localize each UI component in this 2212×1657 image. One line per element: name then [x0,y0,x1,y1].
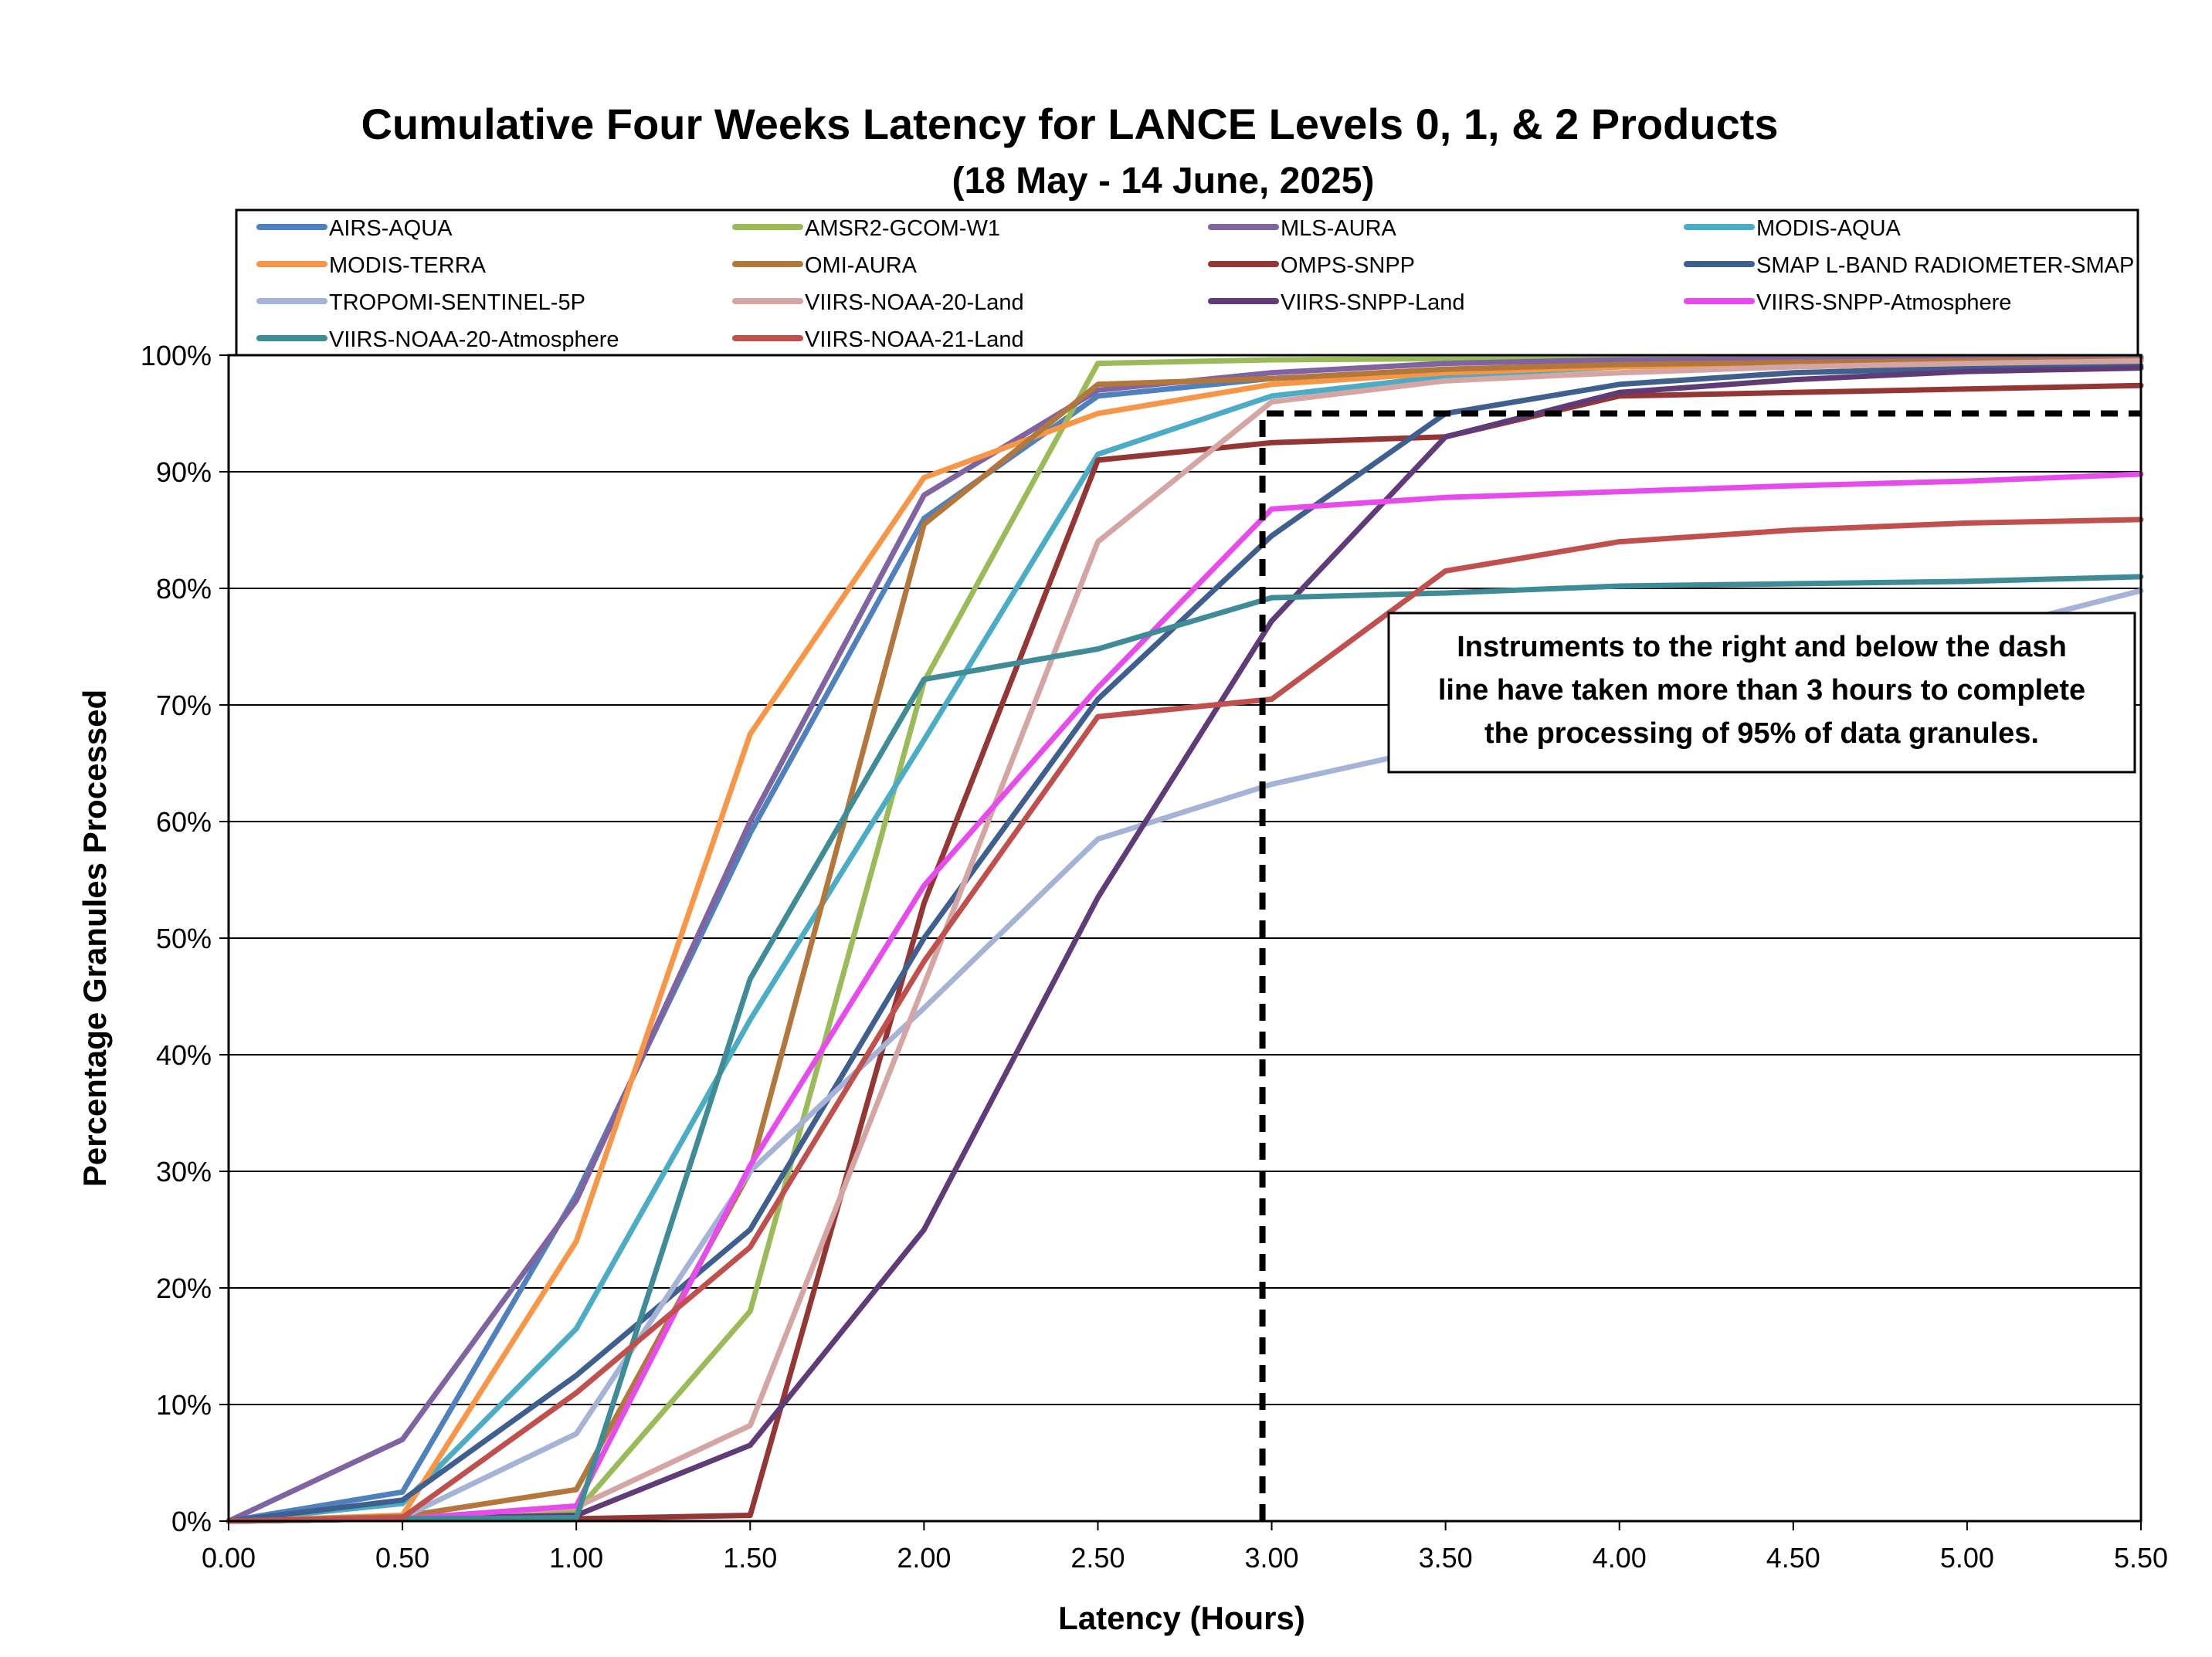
x-tick-label: 3.00 [1245,1542,1299,1574]
series-line-modis-terra [226,357,2144,1524]
y-tick-label: 50% [156,923,212,954]
series-line-omi-aura [226,357,2144,1524]
chart-title: Cumulative Four Weeks Latency for LANCE … [361,100,1778,148]
x-tick-label: 3.50 [1419,1542,1473,1574]
series-line-viirs-noaa-20-land [226,358,2144,1524]
series-line-mls-aura [226,354,2144,1524]
y-tick-label: 70% [156,690,212,721]
legend-label-modis-terra: MODIS-TERRA [329,253,487,278]
x-tick-label: 1.00 [549,1542,603,1574]
legend-label-omps-snpp: OMPS-SNPP [1281,253,1415,278]
x-tick-label: 5.50 [2114,1542,2168,1574]
x-tick-label: 0.00 [202,1542,256,1574]
y-tick-label: 0% [171,1506,212,1537]
series-line-viirs-noaa-20-atmosphere [226,574,2144,1524]
annotation-line-1: Instruments to the right and below the d… [1457,631,2067,663]
x-tick-label: 2.50 [1070,1542,1125,1574]
series-line-omps-snpp [226,382,2144,1524]
x-tick-label: 1.50 [723,1542,777,1574]
legend-label-smap-l-band-radiometer-smap: SMAP L-BAND RADIOMETER-SMAP [1756,253,2134,278]
y-axis-ticks: 0% 10% 20% 30% 40% 50% 60% 70% 80% 90% 100% [141,340,229,1537]
legend-label-airs-aqua: AIRS-AQUA [329,216,453,241]
legend-label-amsr2-gcom-w1: AMSR2-GCOM-W1 [805,216,1000,241]
chart-subtitle: (18 May - 14 June, 2025) [952,161,1375,202]
x-axis-ticks: 0.00 0.50 1.00 1.50 2.00 2.50 3.00 3.50 4.00 4.50… [202,1521,2168,1574]
y-tick-label: 80% [156,573,212,605]
y-tick-label: 20% [156,1272,212,1304]
x-tick-label: 4.00 [1593,1542,1647,1574]
x-axis-label: Latency (Hours) [1058,1600,1305,1636]
series-line-viirs-snpp-atmosphere [226,471,2144,1524]
y-tick-label: 100% [141,340,212,371]
legend-label-viirs-noaa-21-land: VIIRS-NOAA-21-Land [805,327,1024,352]
annotation-box: Instruments to the right and below the d… [1387,612,2136,774]
legend-label-modis-aqua: MODIS-AQUA [1756,216,1902,241]
legend-label-mls-aura: MLS-AURA [1281,216,1397,241]
legend-label-viirs-snpp-land: VIIRS-SNPP-Land [1281,290,1465,315]
y-tick-label: 60% [156,806,212,838]
y-tick-label: 40% [156,1039,212,1071]
legend-label-tropomi-sentinel-5p: TROPOMI-SENTINEL-5P [329,290,585,315]
series-line-modis-aqua [226,357,2144,1524]
annotation-line-3: the processing of 95% of data granules. [1484,717,2039,750]
y-tick-label: 30% [156,1156,212,1188]
y-tick-label: 90% [156,456,212,488]
x-tick-label: 0.50 [375,1542,429,1574]
series-line-viirs-snpp-land [226,365,2144,1524]
legend-label-viirs-snpp-atmosphere: VIIRS-SNPP-Atmosphere [1756,290,2011,315]
x-tick-label: 5.00 [1940,1542,1994,1574]
legend-label-omi-aura: OMI-AURA [805,253,918,278]
legend-box [235,208,2139,357]
y-axis-label: Percentage Granules Processed [76,690,113,1187]
x-tick-label: 4.50 [1766,1542,1820,1574]
threshold-path [1259,410,2141,1521]
legend-label-viirs-noaa-20-atmosphere: VIIRS-NOAA-20-Atmosphere [329,327,619,352]
series-line-viirs-noaa-21-land [226,517,2144,1524]
legend-label-viirs-noaa-20-land: VIIRS-NOAA-20-Land [805,290,1024,315]
y-tick-label: 10% [156,1389,212,1421]
annotation-line-2: line have taken more than 3 hours to com… [1438,674,2085,707]
legend: AIRS-AQUA AMSR2-GCOM-W1 MLS-AURA MODIS-AQUA… [235,208,2139,357]
x-tick-label: 2.00 [897,1542,951,1574]
series-line-smap-l-band-radiometer-smap [226,363,2144,1524]
series-lines [226,354,2144,1524]
series-line-airs-aqua [226,356,2144,1524]
threshold-dashed-line [1259,410,2141,1521]
